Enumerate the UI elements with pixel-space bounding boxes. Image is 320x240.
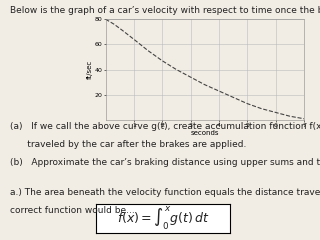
Text: Below is the graph of a car’s velocity with respect to time once the brakes are : Below is the graph of a car’s velocity w…: [10, 6, 320, 15]
Text: correct function would be...: correct function would be...: [10, 206, 134, 216]
Text: (a)   If we call the above curve g(t), create accumulation function f(x) which r: (a) If we call the above curve g(t), cre…: [10, 122, 320, 132]
Y-axis label: ft/sec: ft/sec: [87, 60, 93, 79]
Text: $f(x) = \int_0^x g(t)\,dt$: $f(x) = \int_0^x g(t)\,dt$: [117, 205, 210, 232]
X-axis label: seconds: seconds: [190, 130, 219, 136]
Text: a.) The area beneath the velocity function equals the distance traveled. Therefo: a.) The area beneath the velocity functi…: [10, 188, 320, 197]
Text: traveled by the car after the brakes are applied.: traveled by the car after the brakes are…: [10, 140, 246, 149]
Text: (b)   Approximate the car’s braking distance using upper sums and the trapezoida: (b) Approximate the car’s braking distan…: [10, 158, 320, 168]
